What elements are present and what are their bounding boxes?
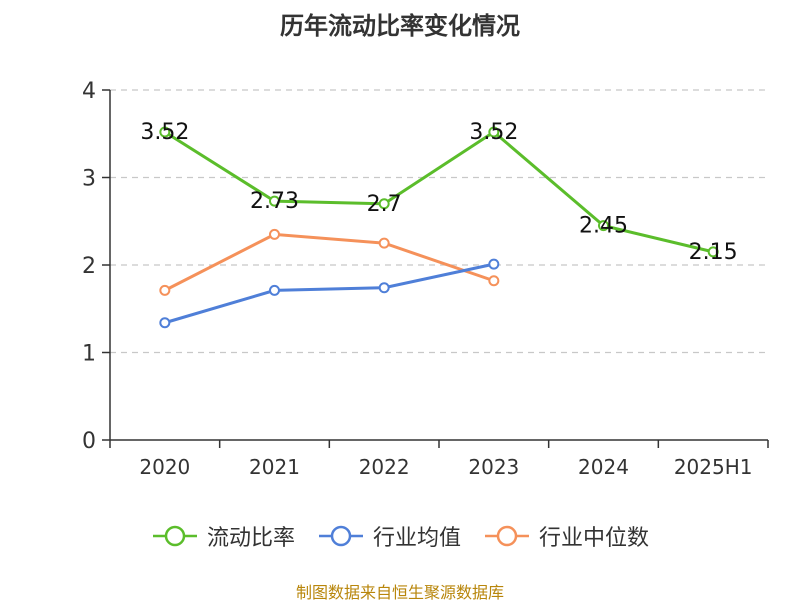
data-label: 3.52	[140, 120, 189, 145]
x-tick-label: 2023	[468, 455, 519, 479]
data-label: 2.73	[250, 189, 299, 214]
y-tick-label: 3	[82, 167, 96, 192]
x-tick-label: 2025H1	[674, 455, 753, 479]
y-tick-label: 0	[82, 429, 96, 454]
data-point	[488, 275, 500, 287]
data-label: 2.45	[579, 214, 628, 239]
x-tick-label: 2022	[359, 455, 410, 479]
legend-marker-current-ratio	[152, 525, 197, 547]
data-label: 2.7	[367, 192, 402, 217]
data-point	[378, 237, 390, 249]
data-point	[159, 126, 171, 138]
legend: 流动比率 行业均值 行业中位数	[0, 520, 800, 552]
series-line	[164, 130, 714, 254]
series-line	[164, 232, 495, 292]
data-label: 2.15	[689, 240, 738, 265]
legend-item-industry-mean[interactable]: 行业均值	[317, 520, 461, 552]
data-point	[488, 126, 500, 138]
data-point	[707, 246, 719, 258]
data-point	[378, 282, 390, 294]
x-tick-label: 2020	[139, 455, 190, 479]
y-tick-label: 1	[82, 342, 96, 367]
data-point	[159, 284, 171, 296]
data-point	[159, 317, 171, 329]
legend-item-industry-median[interactable]: 行业中位数	[483, 520, 649, 552]
data-point	[378, 198, 390, 210]
series-line	[164, 262, 495, 325]
chart-title: 历年流动比率变化情况	[280, 12, 520, 40]
y-tick-label: 2	[82, 254, 96, 279]
data-label: 3.52	[469, 120, 518, 145]
data-point	[598, 220, 609, 232]
legend-marker-industry-mean	[318, 525, 363, 547]
x-tick-label: 2021	[249, 455, 300, 479]
x-tick-label: 2024	[578, 455, 629, 479]
y-tick-label: 4	[82, 79, 96, 104]
legend-marker-industry-median	[485, 525, 529, 547]
data-point	[488, 258, 500, 270]
data-point	[269, 228, 280, 240]
legend-label-industry-median: 行业中位数	[539, 526, 650, 551]
legend-item-current-ratio[interactable]: 流动比率	[151, 520, 295, 552]
data-point	[269, 195, 280, 207]
data-point	[269, 284, 280, 296]
source-note: 制图数据来自恒生聚源数据库	[295, 583, 504, 602]
legend-label-industry-mean: 行业均值	[372, 526, 461, 551]
legend-label-current-ratio: 流动比率	[206, 526, 295, 551]
